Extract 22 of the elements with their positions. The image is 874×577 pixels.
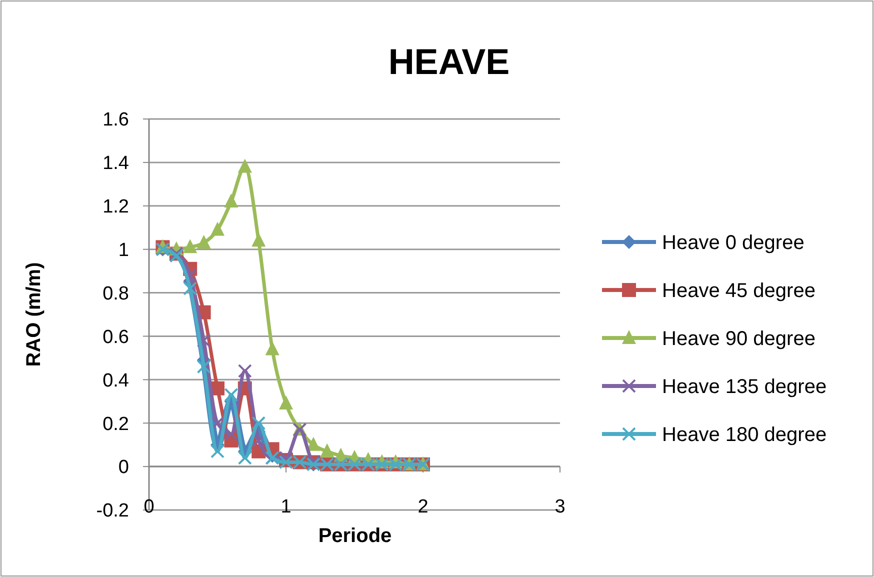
x-tick-label: 2 bbox=[418, 496, 428, 518]
y-tick-label: -0.2 bbox=[96, 500, 129, 522]
x-tick-label: 3 bbox=[554, 496, 566, 518]
y-tick-label: 0.4 bbox=[102, 370, 130, 392]
y-tick-label: 1 bbox=[118, 240, 129, 261]
legend-label: Heave 135 degree bbox=[662, 376, 827, 398]
y-tick-label: 0.2 bbox=[102, 414, 129, 435]
y-tick-label: 0.6 bbox=[102, 326, 129, 348]
y-tick-label: 0.8 bbox=[102, 283, 129, 304]
x-tick-label: 1 bbox=[280, 496, 292, 518]
y-tick-label: 1.4 bbox=[102, 153, 130, 174]
x-axis-title: Periode bbox=[318, 525, 392, 547]
legend-label: Heave 180 degree bbox=[662, 424, 827, 446]
y-tick-label: 1.6 bbox=[102, 110, 129, 131]
legend-label: Heave 45 degree bbox=[662, 280, 816, 302]
x-tick-label: 0 bbox=[144, 496, 154, 518]
legend-label: Heave 90 degree bbox=[662, 328, 816, 350]
y-tick-label: 0 bbox=[118, 457, 129, 478]
y-axis-title: RAO (m/m) bbox=[23, 262, 45, 367]
legend-label: Heave 0 degree bbox=[662, 232, 804, 254]
y-tick-label: 1.2 bbox=[102, 196, 129, 218]
chart-title: HEAVE bbox=[388, 41, 510, 82]
